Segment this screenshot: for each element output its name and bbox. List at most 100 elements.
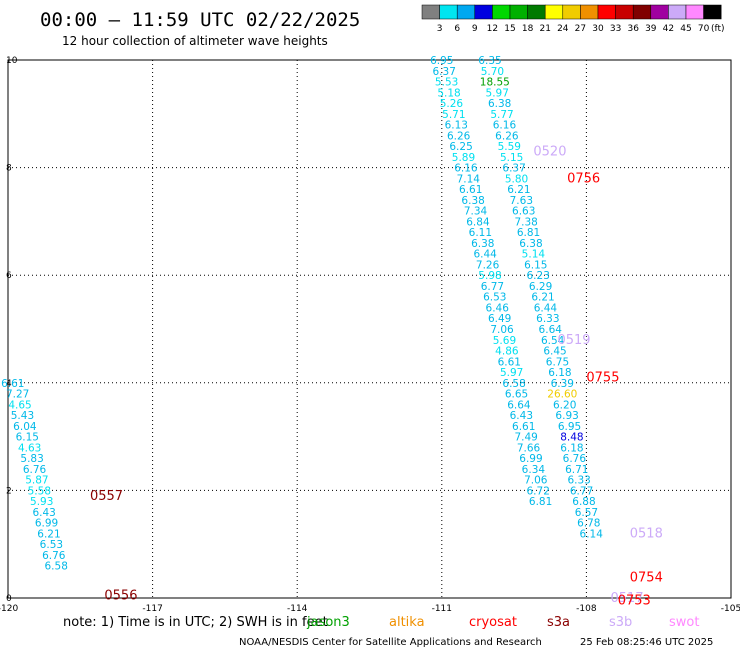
wave-height-point: 6.37 [433, 66, 456, 78]
wave-height-point: 6.95 [558, 421, 581, 433]
color-scale-tick: 33 [610, 24, 621, 34]
y-tick-label: 4 [6, 379, 12, 389]
wave-height-point: 6.53 [483, 292, 506, 304]
wave-height-point: 5.53 [435, 77, 458, 89]
y-tick-label: 10 [6, 56, 18, 66]
color-scale-unit: (ft) [711, 24, 725, 34]
wave-height-point: 5.97 [486, 87, 509, 99]
mission-legend-item: s3b [609, 615, 632, 630]
color-swatch [703, 4, 722, 20]
wave-height-point: 6.38 [471, 238, 494, 250]
wave-height-point: 6.33 [567, 475, 590, 487]
wave-height-point: 7.26 [476, 259, 500, 271]
wave-height-point: 5.98 [478, 270, 501, 282]
wave-height-point: 6.18 [560, 442, 583, 454]
color-scale-tick: 3 [437, 24, 443, 34]
wave-height-point: 6.21 [531, 292, 554, 304]
wave-height-point: 6.43 [510, 410, 533, 422]
wave-height-point: 6.46 [486, 302, 510, 314]
wave-height-point: 6.88 [572, 496, 595, 508]
wave-height-point: 6.15 [16, 432, 39, 444]
wave-height-point: 6.34 [522, 464, 546, 476]
wave-height-point: 6.95 [430, 55, 453, 67]
wave-height-point: 6.16 [454, 163, 478, 175]
wave-height-point: 6.54 [541, 335, 565, 347]
wave-height-point: 6.61 [1, 378, 24, 390]
axis-ticks: -120 -117 -114 -111 -108 -105 0 2 4 6 8 10 [0, 56, 740, 614]
color-scale-tick: 9 [472, 24, 478, 34]
wave-height-point: 7.14 [457, 173, 481, 185]
color-scale-tick: 12 [487, 24, 498, 34]
wave-height-point: 6.38 [461, 195, 484, 207]
wave-height-point: 6.20 [553, 399, 576, 411]
color-swatch [562, 4, 581, 20]
pass-time-label: 0754 [630, 571, 663, 586]
wave-height-point: 5.43 [11, 410, 34, 422]
wave-height-point: 6.39 [551, 378, 574, 390]
wave-height-point: 6.29 [529, 281, 552, 293]
color-swatch [509, 4, 528, 20]
color-swatch [685, 4, 704, 20]
mission-legend-item: cryosat [469, 615, 517, 630]
wave-height-point: 6.75 [546, 356, 569, 368]
wave-height-point: 7.49 [514, 432, 537, 444]
wave-height-point: 6.61 [459, 184, 482, 196]
wave-height-point: 6.25 [449, 141, 472, 153]
pass-time-label: 0753 [618, 594, 651, 609]
wave-height-point: 4.86 [495, 346, 519, 358]
wave-height-point: 5.89 [452, 152, 475, 164]
color-swatch [439, 4, 458, 20]
y-tick-label: 2 [6, 486, 12, 496]
wave-height-point: 7.63 [510, 195, 533, 207]
color-scale-tick: 18 [522, 24, 534, 34]
wave-height-point: 6.78 [577, 518, 600, 530]
pass-time-label: 0755 [586, 370, 619, 385]
wave-height-point: 5.77 [490, 109, 513, 121]
color-swatch [650, 4, 669, 20]
wave-height-point: 6.38 [519, 238, 542, 250]
wave-height-point: 4.63 [18, 442, 41, 454]
color-scale-tick: 42 [663, 24, 674, 34]
credit-text: NOAA/NESDIS Center for Satellite Applica… [239, 637, 542, 648]
color-scale-tick: 21 [539, 24, 550, 34]
x-tick-label: -117 [142, 604, 162, 614]
wave-height-point: 6.61 [498, 356, 521, 368]
x-tick-label: -120 [0, 604, 18, 614]
wave-height-point: 6.81 [517, 227, 540, 239]
pass-time-label: 0519 [557, 333, 590, 348]
wave-height-point: 7.27 [6, 389, 29, 401]
pass-time-label: 0756 [567, 171, 600, 186]
mission-legend: jason3 altika cryosat s3a s3b swot [306, 615, 699, 630]
color-scale-tick: 24 [557, 24, 569, 34]
pass-time-label: 0520 [533, 144, 566, 159]
wave-height-point: 6.76 [23, 464, 47, 476]
wave-height-point: 6.72 [527, 485, 550, 497]
wave-height-point: 6.18 [548, 367, 571, 379]
wave-height-point: 7.66 [517, 442, 541, 454]
chart-subtitle: 12 hour collection of altimeter wave hei… [62, 34, 328, 48]
wave-height-point: 6.65 [505, 389, 528, 401]
y-tick-label: 6 [6, 271, 12, 281]
color-scale-tick: 36 [627, 24, 639, 34]
wave-height-point: 6.77 [570, 485, 593, 497]
color-swatch [527, 4, 546, 20]
wave-height-point: 5.70 [481, 66, 504, 78]
wave-height-point: 6.93 [555, 410, 578, 422]
x-tick-label: -108 [576, 604, 597, 614]
wave-height-point: 18.55 [480, 77, 510, 89]
chart-title: 00:00 – 11:59 UTC 02/22/2025 [40, 9, 360, 31]
color-scale-tick: 15 [504, 24, 515, 34]
wave-height-point: 6.43 [32, 507, 55, 519]
wave-height-point: 6.76 [563, 453, 587, 465]
wave-height-point: 6.21 [37, 528, 60, 540]
wave-height-point: 5.71 [442, 109, 465, 121]
wave-height-point: 6.44 [534, 302, 558, 314]
y-tick-label: 0 [6, 594, 12, 604]
color-swatch [421, 4, 440, 20]
wave-height-point: 6.49 [488, 313, 511, 325]
wave-height-point: 6.57 [575, 507, 598, 519]
wave-height-point: 6.26 [495, 130, 519, 142]
mission-legend-item: jason3 [306, 615, 350, 630]
wave-height-point: 6.84 [466, 216, 490, 228]
